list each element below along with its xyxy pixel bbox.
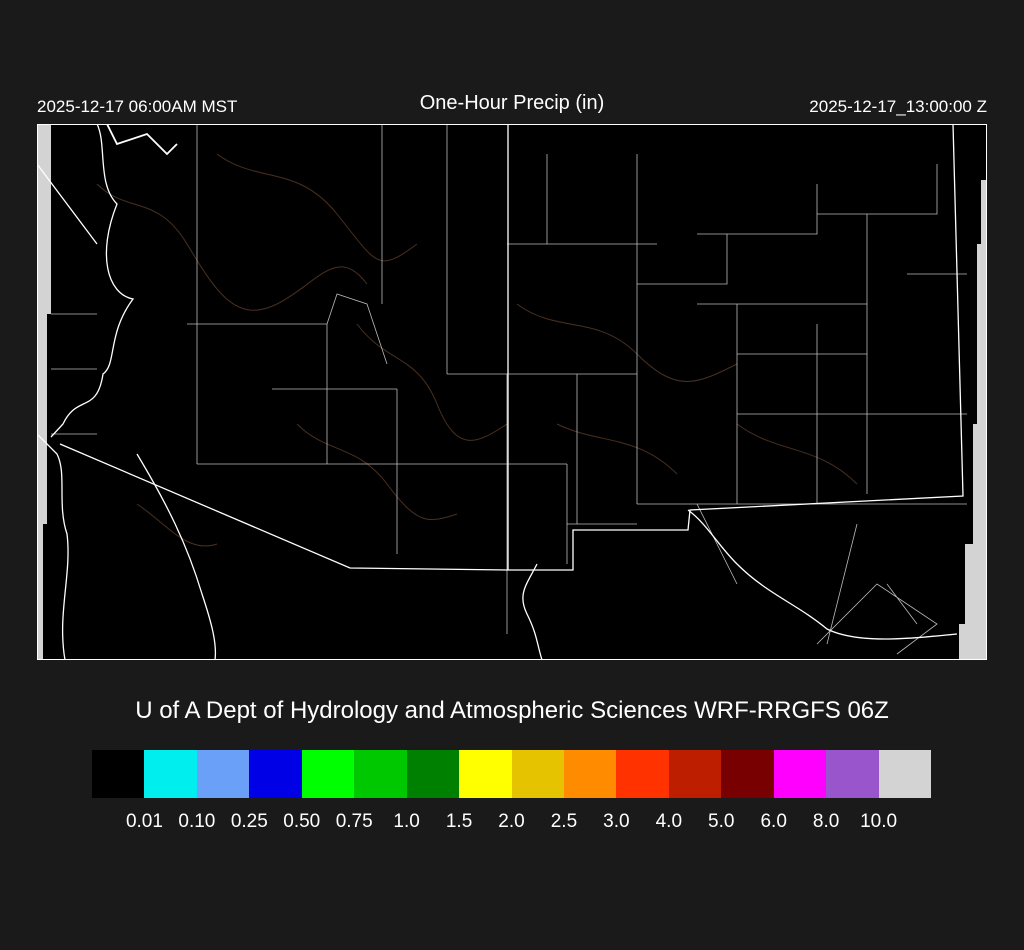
colorado-river [50,124,135,438]
colorbar-label: 1.5 [445,811,473,832]
colorbar-label: 0.75 [335,811,373,832]
colorbar-label: 0.25 [230,811,268,832]
colorbar-swatch [92,750,145,798]
colorbar-labels: 0.01 0.10 0.25 0.50 0.75 1.0 1.5 2.0 2.5 3.0 4.0 5.… [0,811,1024,835]
chihuahua-line [522,563,543,660]
colorbar-swatch [196,750,250,798]
colorbar-label: 2.0 [498,811,525,832]
colorbar-swatch [354,750,407,798]
colorbar-label: 5.0 [708,811,735,832]
nevada-river [106,124,178,156]
colorbar-label: 4.0 [655,811,683,832]
colorbar-swatch [144,750,197,798]
valid-time-label: 2025-12-17_13:00:00 Z [809,97,987,116]
colorbar-label: 0.10 [178,811,216,832]
local-time-label: 2025-12-17 06:00AM MST [37,97,238,116]
colorbar-label: 8.0 [812,811,840,832]
colorbar-swatch [249,750,302,798]
colorbar-label: 2.5 [550,811,578,832]
colorbar-swatch [826,750,879,798]
no-data-left [37,124,51,660]
colorbar-swatch [459,750,512,798]
colorbar-swatch [511,750,564,798]
colorbar-swatch [878,750,931,798]
colorbar-label: 0.50 [283,811,321,832]
no-data-right [959,180,987,660]
gulf-coast [136,453,217,660]
colorbar-swatch [563,750,617,798]
colorbar-swatch [301,750,355,798]
chart-title: One-Hour Precip (in) [419,92,605,114]
baja-coast [37,163,98,660]
credit-text: U of A Dept of Hydrology and Atmospheric… [135,697,889,724]
az-mexico-nm-texas-border [59,124,964,571]
precip-map [37,124,987,660]
colorbar-label: 0.01 [125,811,163,832]
colorbar [92,750,931,798]
colorbar-swatch [773,750,827,798]
state-boundaries [37,124,964,660]
colorbar-swatch [616,750,669,798]
colorbar-swatch [668,750,722,798]
rio-grande [687,509,958,640]
colorbar-label: 1.0 [393,811,420,832]
colorbar-label: 6.0 [760,811,787,832]
colorbar-label: 10.0 [860,811,898,832]
county-lines [51,124,967,655]
colorbar-swatch [406,750,460,798]
colorbar-swatch [721,750,774,798]
map-background [37,124,987,660]
map-frame [37,124,987,660]
colorbar-label: 3.0 [603,811,630,832]
